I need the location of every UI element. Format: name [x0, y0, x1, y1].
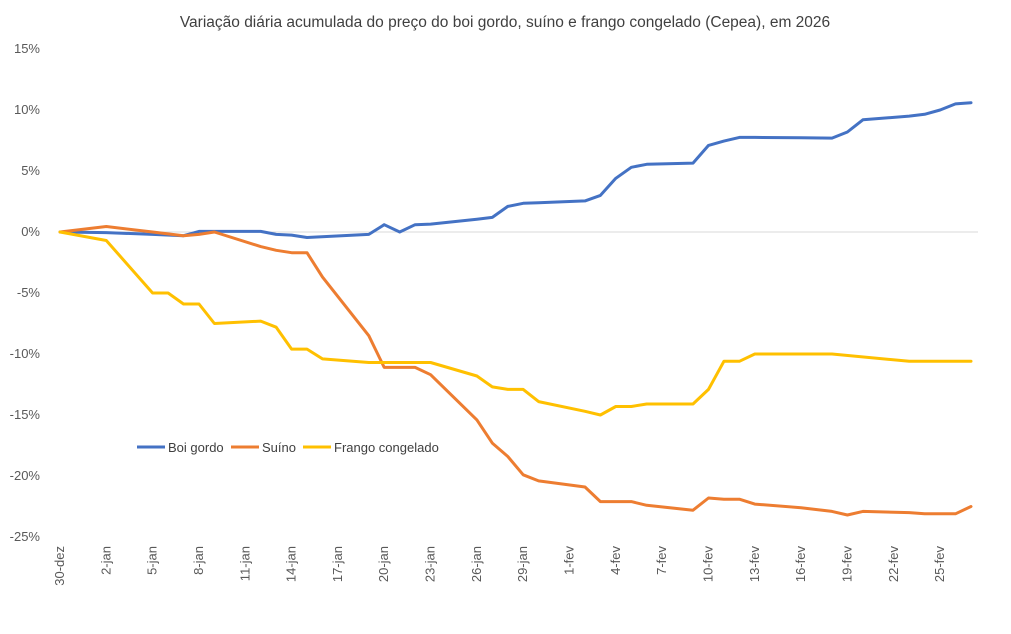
y-tick-label: -15% — [10, 407, 41, 422]
x-tick-label: 10-fev — [700, 546, 715, 583]
x-tick-label: 17-jan — [330, 546, 345, 582]
x-tick-label: 22-fev — [886, 546, 901, 583]
y-tick-label: -5% — [17, 285, 41, 300]
x-tick-label: 14-jan — [284, 546, 299, 582]
x-tick-label: 16-fev — [793, 546, 808, 583]
x-tick-label: 25-fev — [932, 546, 947, 583]
x-tick-label: 20-jan — [376, 546, 391, 582]
legend: Boi gordo Suíno Frango congelado — [137, 440, 439, 455]
x-tick-label: 8-jan — [191, 546, 206, 575]
x-tick-label: 13-fev — [747, 546, 762, 583]
x-tick-label: 19-fev — [839, 546, 854, 583]
chart-title: Variação diária acumulada do preço do bo… — [180, 14, 830, 31]
x-tick-label: 5-jan — [145, 546, 160, 575]
y-tick-label: 5% — [21, 163, 40, 178]
legend-label: Boi gordo — [168, 440, 224, 455]
legend-item: Frango congelado — [303, 440, 439, 455]
x-tick-label: 7-fev — [654, 546, 669, 575]
series-line-0 — [58, 101, 973, 239]
y-tick-label: 10% — [14, 102, 40, 117]
legend-item: Boi gordo — [137, 440, 224, 455]
x-tick-label: 11-jan — [237, 546, 252, 581]
x-axis: 30-dez 2-jan 5-jan 8-jan 11-jan 14-jan 17-jan 2… — [52, 546, 947, 586]
x-tick-label: 30-dez — [52, 546, 67, 586]
y-tick-label: 0% — [21, 224, 40, 239]
y-tick-label: 15% — [14, 41, 40, 56]
series-lines — [58, 101, 973, 517]
x-tick-label: 26-jan — [469, 546, 484, 582]
series-line-2 — [58, 230, 973, 417]
series-line-1 — [58, 225, 973, 517]
y-tick-label: -10% — [10, 346, 41, 361]
x-tick-label: 2-jan — [98, 546, 113, 575]
x-tick-label: 1-fev — [562, 546, 577, 575]
legend-label: Suíno — [262, 440, 296, 455]
x-tick-label: 23-jan — [423, 546, 438, 582]
legend-item: Suíno — [231, 440, 296, 455]
legend-label: Frango congelado — [334, 440, 439, 455]
x-tick-label: 29-jan — [515, 546, 530, 582]
x-tick-label: 4-fev — [608, 546, 623, 575]
y-tick-label: -25% — [10, 529, 41, 544]
y-axis: 15% 10% 5% 0% -5% -10% -15% -20% -25% — [10, 41, 41, 544]
y-tick-label: -20% — [10, 468, 41, 483]
